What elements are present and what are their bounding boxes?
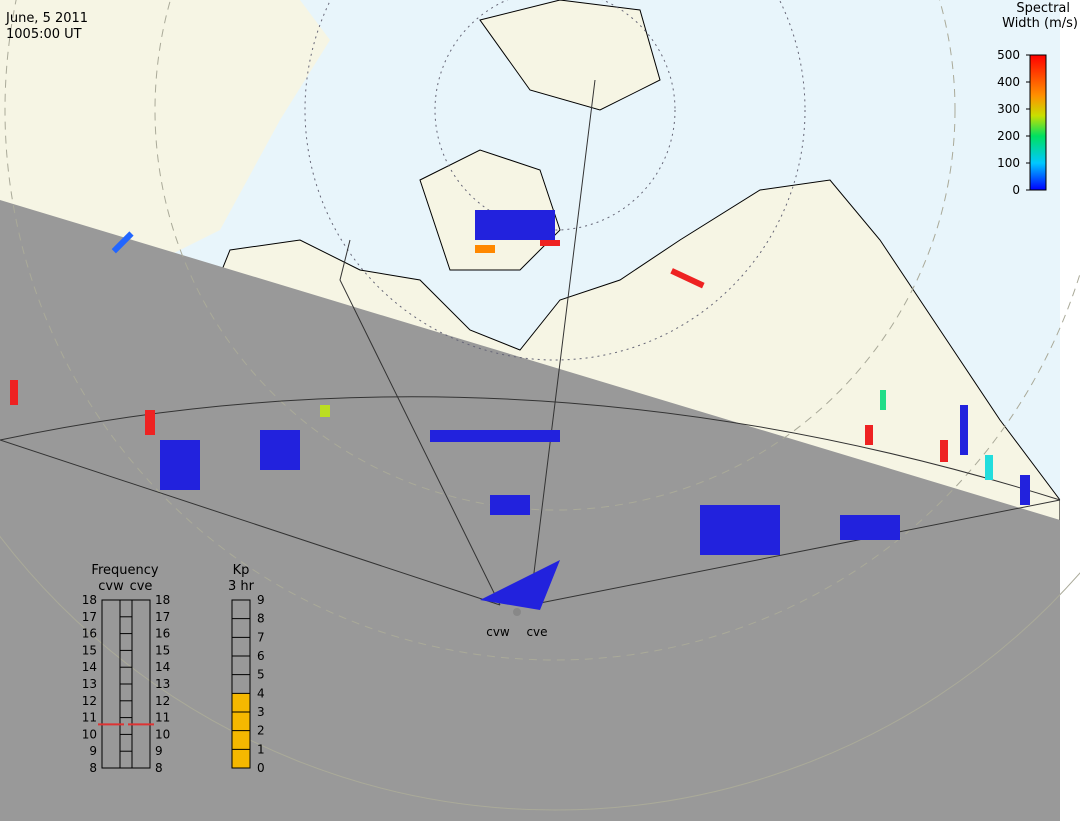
frequency-tick-label: 15 — [155, 643, 170, 657]
radar-site — [513, 608, 521, 616]
radar-label: cvw — [486, 625, 510, 639]
frequency-tick-label: 13 — [155, 677, 170, 691]
echoes — [10, 210, 1030, 610]
frequency-tick-label: 18 — [155, 593, 170, 607]
frequency-tick-label: 10 — [155, 727, 170, 741]
frequency-tick-label: 14 — [155, 660, 170, 674]
frequency-tick-label: 16 — [155, 627, 170, 641]
kp-tick-label: 0 — [257, 761, 265, 775]
kp-title: Kp — [233, 563, 250, 578]
frequency-tick-label: 8 — [155, 761, 163, 775]
frequency-tick-label: 13 — [82, 677, 97, 691]
colorbar-tick-label: 500 — [997, 48, 1020, 62]
land — [479, 0, 661, 111]
kp-tick-label: 1 — [257, 742, 265, 756]
kp-tick-label: 7 — [257, 630, 265, 644]
kp-tick-label: 8 — [257, 612, 265, 626]
radar-label: cve — [526, 625, 547, 639]
frequency-tick-label: 11 — [82, 711, 97, 725]
fov — [0, 79, 1061, 606]
frequency-tick-label: 17 — [82, 610, 97, 624]
colorbar-title: Width (m/s) — [1002, 16, 1078, 31]
frequency-tick-label: 9 — [89, 744, 97, 758]
frequency-tick-label: 15 — [82, 643, 97, 657]
kp-tick-label: 4 — [257, 686, 265, 700]
frequency-tick-label: 10 — [82, 727, 97, 741]
frequency-tick-label: 17 — [155, 610, 170, 624]
land — [0, 0, 330, 260]
kp-tick-label: 6 — [257, 649, 265, 663]
colorbar-tick-label: 100 — [997, 156, 1020, 170]
radar-label: cvw — [98, 579, 124, 594]
radar-label: cve — [130, 579, 153, 594]
kp-tick-label: 2 — [257, 724, 265, 738]
colorbar — [1029, 54, 1047, 191]
colorbar-tick-label: 200 — [997, 129, 1020, 143]
margin — [1060, 0, 1080, 821]
colorbar-title: Spectral — [1016, 1, 1070, 16]
frequency-tick-label: 16 — [82, 627, 97, 641]
frequency-title: Frequency — [91, 563, 158, 578]
kp-tick-label: 9 — [257, 593, 265, 607]
colorbar-tick-label: 300 — [997, 102, 1020, 116]
colorbar-tick-label: 400 — [997, 75, 1020, 89]
kp-subtitle: 3 hr — [228, 579, 255, 594]
time: 1005:00 UT — [6, 27, 82, 42]
frequency-tick-label: 14 — [82, 660, 97, 674]
kp-tick-label: 3 — [257, 705, 265, 719]
frequency-tick-label: 12 — [82, 694, 97, 708]
date: June, 5 2011 — [5, 11, 88, 26]
frequency-tick-label: 8 — [89, 761, 97, 775]
colorbar-tick-label: 0 — [1012, 183, 1020, 197]
kp-tick-label: 5 — [257, 668, 265, 682]
frequency-tick-label: 9 — [155, 744, 163, 758]
frequency-tick-label: 18 — [82, 593, 97, 607]
frequency-tick-label: 12 — [155, 694, 170, 708]
frequency-tick-label: 11 — [155, 711, 170, 725]
